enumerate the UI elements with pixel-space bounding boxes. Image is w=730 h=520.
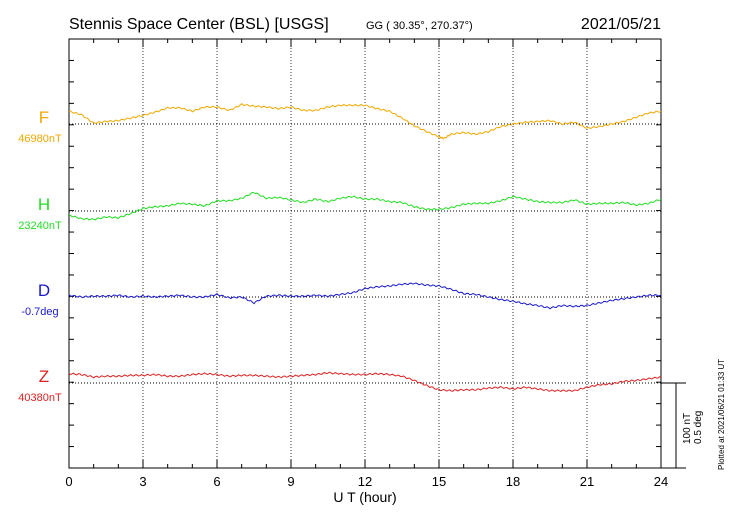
series-baseline-label-z: 40380nT — [18, 392, 62, 404]
plot-frame — [68, 38, 662, 469]
series-line-f — [68, 103, 662, 140]
series-baseline-label-h: 23240nT — [18, 220, 62, 232]
grid-lines — [142, 39, 588, 468]
x-tick-label: 21 — [580, 474, 594, 489]
scale-label-deg: 0.5 deg — [693, 411, 704, 444]
series-baseline-label-f: 46980nT — [18, 133, 62, 145]
plot-date: 2021/05/21 — [581, 16, 661, 33]
series-line-h — [68, 191, 662, 221]
x-tick-label: 24 — [654, 474, 668, 489]
x-axis-label: U T (hour) — [333, 489, 396, 505]
x-tick-label: 9 — [287, 474, 294, 489]
x-tick-labels: 0 3 6 9 12 15 18 21 24 — [65, 474, 668, 489]
plotted-at-note: Plotted at 2021/06/21 01:33 UT — [717, 359, 726, 470]
scale-label-nt: 100 nT — [682, 413, 693, 444]
series-lines — [68, 103, 662, 392]
series-name-h: H — [38, 195, 50, 214]
x-tick-label: 0 — [65, 474, 72, 489]
x-tick-label: 6 — [213, 474, 220, 489]
x-tick-label: 18 — [506, 474, 520, 489]
x-tick-label: 3 — [139, 474, 146, 489]
series-name-z: Z — [39, 367, 49, 386]
scale-bar: 100 nT 0.5 deg — [661, 382, 704, 469]
series-baseline-label-d: -0.7deg — [21, 306, 58, 318]
station-title: Stennis Space Center (BSL) [USGS] — [69, 16, 329, 33]
axis-ticks — [68, 38, 662, 469]
x-tick-label: 15 — [432, 474, 446, 489]
series-labels: F 46980nT H 23240nT D -0.7deg Z 40380nT — [18, 108, 62, 404]
station-coords: GG ( 30.35°, 270.37°) — [366, 20, 473, 32]
series-name-d: D — [38, 281, 50, 300]
series-line-z — [68, 371, 662, 392]
series-line-d — [68, 282, 662, 310]
series-name-f: F — [39, 108, 49, 127]
x-tick-label: 12 — [358, 474, 372, 489]
